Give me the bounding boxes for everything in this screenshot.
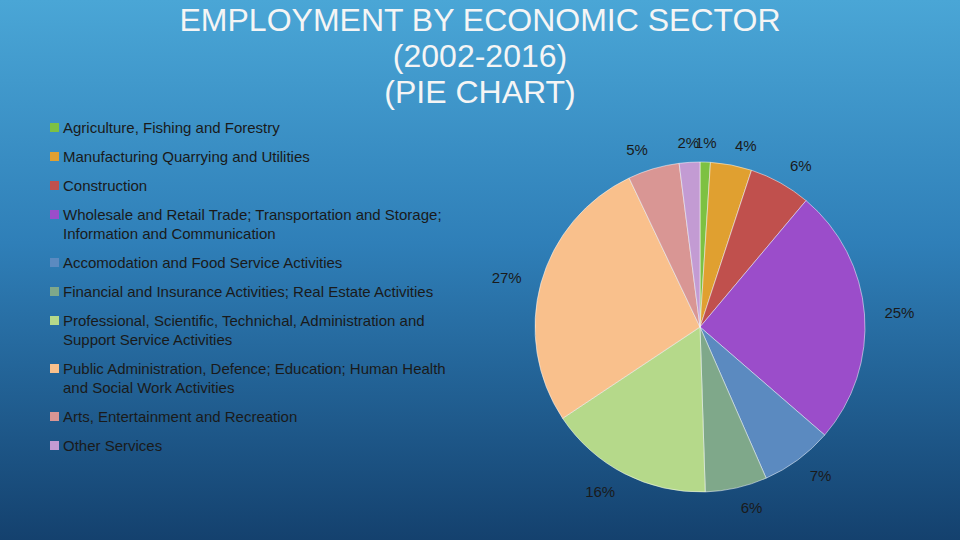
html-text:EMPLOYMENT BY ECONOMIC SECTOR: EMPLOYMENT BY ECONOMIC SECTOR: [179, 2, 781, 38]
svg-text:6%: 6%: [790, 157, 812, 174]
html-text:Other Services: Other Services: [63, 437, 163, 454]
svg-text:5%: 5%: [626, 141, 648, 158]
html-text:Professional, Scientific, Tech: Professional, Scientific, Technichal, Ad…: [63, 312, 425, 348]
svg-text:2%: 2%: [677, 134, 699, 151]
svg-text:1%: 1%: [695, 133, 717, 151]
html-text:(PIE CHART): (PIE CHART): [384, 74, 576, 110]
svg-text:7%: 7%: [810, 467, 832, 484]
html-text:Accomodation and Food Service: Accomodation and Food Service Activities: [63, 254, 343, 271]
html-text:Arts, Entertainment and Recrea: Arts, Entertainment and Recreation: [63, 408, 298, 425]
svg-text:27%: 27%: [492, 269, 522, 286]
svg-text:6%: 6%: [741, 499, 763, 516]
html-text:Manufacturing Quarrying and Ut: Manufacturing Quarrying and Utilities: [63, 148, 310, 165]
svg-text:25%: 25%: [884, 304, 914, 321]
svg-text:4%: 4%: [735, 137, 757, 154]
html-text:Financial and Insurance Activi: Financial and Insurance Activities; Real…: [63, 283, 434, 300]
html-text:Public Administration, Defence: Public Administration, Defence; Educatio…: [63, 360, 446, 396]
svg-text:16%: 16%: [585, 483, 615, 500]
html-text:Construction: Construction: [63, 177, 148, 194]
html-text:Agriculture, Fishing and Fores: Agriculture, Fishing and Forestry: [63, 119, 280, 136]
html-text:(2002-2016): (2002-2016): [392, 38, 568, 74]
html-text:Wholesale and Retail Trade; Tr: Wholesale and Retail Trade; Transportati…: [63, 206, 442, 242]
